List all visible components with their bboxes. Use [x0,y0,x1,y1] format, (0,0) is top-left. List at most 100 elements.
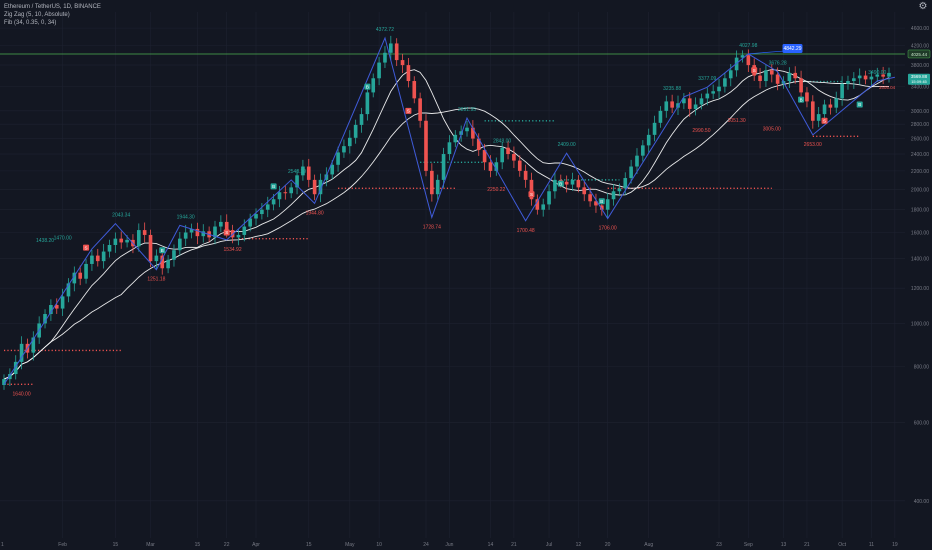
candle-body [119,238,124,243]
fib-indicator-label[interactable]: Fib (34, 0.35, 0, 34) [4,20,57,26]
price-axis-label: 2600.00 [911,137,929,143]
candle-body [881,74,885,77]
time-axis[interactable]: 1 Feb 15 Mar 15 22 Apr 15 May 10 24 Jun 14 21 Jul 12 20 A… [0,538,932,550]
candle-body [500,147,504,163]
candle-body [652,122,657,135]
time-axis-label: 23 [716,542,722,548]
candle-body [875,74,880,77]
time-axis-label: Oct [838,542,846,548]
last-price-tag [908,73,930,85]
candle-body [594,201,598,206]
candle-body [611,191,616,200]
candle-body [201,231,206,237]
candle-body [183,232,188,239]
candle-body [265,204,270,210]
level-price-tag [907,49,931,59]
candle-body [195,228,200,237]
candle-body [834,98,839,108]
candle-body [324,174,329,180]
time-axis-label: 21 [511,542,517,548]
candle-body [529,179,534,200]
candle-body [189,228,194,233]
candle-body [687,98,692,109]
candle-body [482,150,487,163]
price-axis-label: 2200.00 [911,169,929,175]
candle-body [19,343,24,362]
settings-gear-icon[interactable]: ⚙ [918,1,928,12]
price-axis-label: 1000.00 [911,321,929,327]
price-axis-label: 1200.00 [911,286,929,292]
pivot-label: 1470.00 [54,235,72,241]
candle-body [746,55,751,66]
time-axis-label: 15 [195,542,201,548]
pivot-label: 1706.00 [599,226,617,232]
callout-text: 4842.29 [783,46,801,52]
candle-body [342,146,346,153]
candle-body [312,179,317,195]
candle-body [459,131,463,135]
candle-body [219,221,223,227]
candle-body [670,101,674,108]
signal-marker [598,198,605,205]
candle-body [764,70,768,82]
symbol-title[interactable]: Ethereum / TetherUS, 1D, BINANCE [4,4,101,10]
candle-body [599,205,604,210]
candle-body [517,160,522,171]
price-axis-label: 1400.00 [911,256,929,262]
ma-slow-line [3,80,890,380]
time-axis-label: 20 [605,542,611,548]
price-axis-label: 1800.00 [911,208,929,214]
candle-body [295,175,299,188]
candle-body [236,234,241,238]
pivot-label: 1728.74 [423,224,441,230]
time-axis-label: 19 [892,542,898,548]
time-axis-label: 15 [113,542,119,548]
pivot-label: 4027.98 [739,43,757,49]
time-axis-label: Aug [644,542,653,548]
signal-marker-label: B [600,199,603,204]
pivot-label: 2848.00 [493,138,511,144]
candle-body [775,74,780,84]
candle-body [406,65,411,82]
candle-body [8,374,12,380]
candle-body [682,98,686,104]
candle-body [371,78,376,93]
candle-body [72,272,77,284]
candle-body [705,93,710,99]
candle-body [289,187,294,194]
signal-marker-label: B [272,184,275,189]
candle-body [242,226,247,235]
zigzag-indicator-label[interactable]: Zig Zag (5, 10, Absolute) [4,12,70,18]
candle-body [301,166,305,176]
candle-body [383,52,387,63]
candle-body [769,70,774,75]
candle-body [260,209,264,215]
candle-body [723,78,727,87]
callout-box [782,44,803,54]
candle-body [699,98,704,105]
candle-body [54,305,59,309]
signal-marker [223,229,230,236]
candle-body [412,81,417,99]
price-axis-label: 1600.00 [911,231,929,237]
candle-body [816,114,821,121]
candle-body [84,263,88,279]
candle-body [658,110,663,123]
signal-marker [405,107,412,114]
candle-body [799,78,803,93]
candle-body [230,230,235,238]
candle-body [60,296,65,309]
signal-marker [528,191,535,198]
pivot-label: 1438.20 [36,238,54,244]
signal-marker-label: S [407,109,410,114]
candle-body [224,221,229,231]
candle-body [693,104,698,109]
time-axis-label: Sep [744,542,753,548]
price-axis[interactable]: 4600.00 4200.00 3800.00 3400.00 3000.00 2800.… [911,26,929,505]
candle-body [553,179,557,192]
candle-body [178,238,182,251]
candle-body [810,101,815,121]
candle-body [523,170,528,180]
signal-marker [821,117,828,124]
